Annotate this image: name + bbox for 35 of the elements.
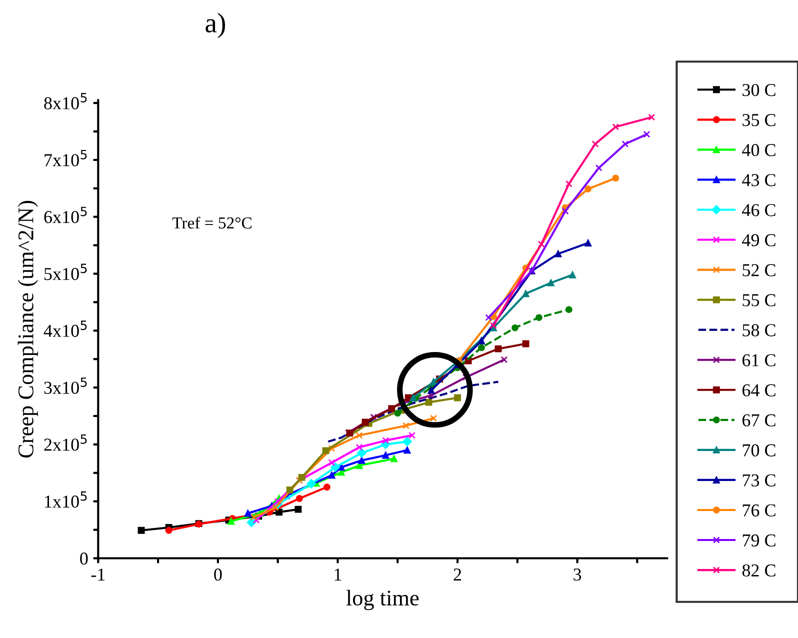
- y-tick-label: 1x10$^{5}$: [45, 491, 87, 508]
- y-tick-label: 2x10$^{5}$: [44, 434, 87, 451]
- x-tick-label: 3: [574, 568, 582, 581]
- y-tick-label: 4x10$^{5}$: [44, 320, 87, 337]
- legend-label: 76 C: [742, 504, 776, 516]
- y-tick-label: 3x10$^{5}$: [44, 378, 87, 394]
- x-tick-label: 1: [334, 568, 342, 580]
- chart-title: a): [206, 12, 226, 38]
- x-axis-title: log time: [346, 590, 419, 610]
- y-tick-label: 7x10$^{5}$: [44, 150, 87, 166]
- x-tick-label: 2: [454, 568, 462, 580]
- y-tick-label: 8x10$^{5}$: [44, 93, 87, 110]
- legend-label: 73 C: [742, 474, 776, 486]
- legend-label: 70 C: [742, 444, 776, 456]
- legend-label: 67 C: [742, 414, 776, 426]
- y-tick-label: 6x10$^{5}$: [44, 206, 87, 224]
- legend-label: 61 C: [742, 354, 776, 366]
- legend-label: 30 C: [742, 84, 776, 96]
- legend-label: 64 C: [742, 384, 776, 396]
- y-axis-title: Creep Compliance (um^2/N): [18, 200, 38, 458]
- y-tick-label: 0: [80, 552, 88, 565]
- x-tick-label: 0: [214, 568, 222, 581]
- legend-label: 55 C: [742, 294, 776, 306]
- legend-label: 46 C: [742, 204, 776, 216]
- x-tick-label: -1: [91, 568, 105, 580]
- legend-label: 35 C: [742, 114, 776, 126]
- legend-label: 49 C: [742, 234, 776, 246]
- legend-label: 40 C: [742, 144, 776, 156]
- y-tick-label: 5x10$^{5}$: [44, 264, 87, 280]
- legend-label: 43 C: [742, 174, 776, 186]
- legend-label: 79 C: [742, 534, 776, 547]
- legend-label: 82 C: [742, 564, 776, 577]
- annotation: Tref = 52°C: [172, 216, 252, 229]
- legend-label: 58 C: [742, 324, 776, 336]
- legend-label: 52 C: [742, 264, 776, 276]
